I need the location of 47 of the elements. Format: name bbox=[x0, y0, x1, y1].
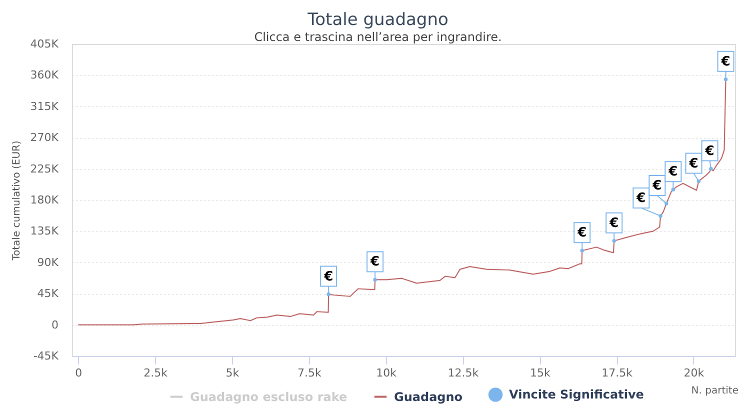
line-series bbox=[78, 78, 726, 326]
data-label: € bbox=[688, 156, 698, 172]
data-label: € bbox=[576, 226, 587, 241]
data-label: € bbox=[652, 178, 662, 194]
y-tick-label: 360K bbox=[30, 68, 60, 82]
point bbox=[326, 292, 330, 296]
x-tick-label: 2.5k bbox=[144, 366, 168, 380]
y-tick-label: 180K bbox=[30, 194, 60, 206]
point bbox=[658, 214, 662, 218]
point bbox=[709, 166, 713, 171]
x-tick-label: 7.5k bbox=[297, 366, 322, 380]
point bbox=[671, 188, 676, 192]
x-tick-label: 10k bbox=[376, 366, 398, 380]
y-tick-label: 315K bbox=[30, 100, 60, 113]
point bbox=[373, 278, 377, 282]
x-tick-label: 0 bbox=[75, 366, 82, 380]
point bbox=[664, 202, 668, 206]
y-tick-label: 225K bbox=[30, 162, 60, 176]
x-axis-title: N. partite bbox=[691, 386, 738, 396]
point bbox=[612, 239, 616, 243]
x-tick-label: 12.5k bbox=[448, 366, 480, 380]
point bbox=[724, 77, 728, 82]
legend-label: Guadagno bbox=[394, 390, 463, 404]
x-tick-label: 15k bbox=[530, 366, 551, 380]
data-label: € bbox=[636, 190, 646, 206]
chart-title: Totale guadagno bbox=[306, 10, 448, 30]
data-label: € bbox=[323, 269, 334, 284]
y-tick-label: 0 bbox=[52, 318, 58, 332]
data-label: € bbox=[668, 164, 678, 180]
y-tick-label: 90K bbox=[37, 256, 60, 269]
data-label: € bbox=[704, 144, 714, 159]
chart-subtitle: Clicca e trascina nell’area per ingrandire. bbox=[254, 30, 502, 44]
y-tick-label: 405K bbox=[30, 38, 60, 50]
y-tick-label: 135K bbox=[30, 224, 60, 238]
data-label: € bbox=[720, 54, 730, 70]
y-tick-label: 270K bbox=[30, 131, 60, 144]
x-tick-label: 20k bbox=[684, 366, 705, 380]
y-tick-label: -45K bbox=[33, 350, 60, 362]
x-tick-label: 17.5k bbox=[602, 366, 634, 380]
data-label: € bbox=[370, 254, 380, 270]
data-label: € bbox=[608, 216, 619, 231]
point bbox=[580, 248, 584, 252]
y-tick-label: 45K bbox=[37, 287, 60, 300]
legend-label: Vincite Significative bbox=[509, 388, 644, 402]
y-axis-title: Totale cumulativo (EUR) bbox=[11, 140, 22, 262]
x-tick-label: 5k bbox=[226, 366, 240, 380]
point bbox=[696, 179, 701, 184]
